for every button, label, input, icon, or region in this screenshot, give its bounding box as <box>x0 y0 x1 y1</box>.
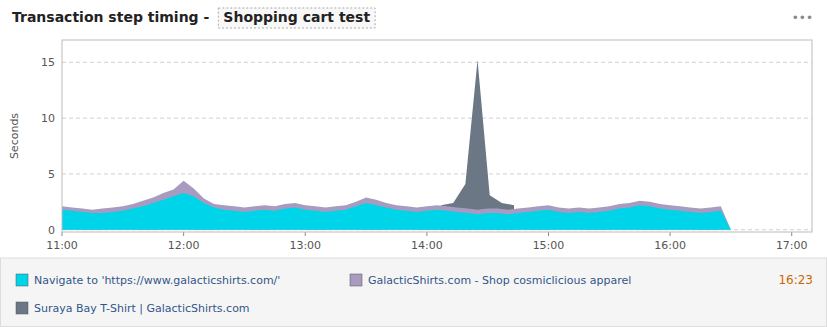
area-series <box>441 60 514 230</box>
x-tick-label: 15:00 <box>533 239 565 252</box>
y-tick-label: 10 <box>41 112 55 125</box>
grid-line <box>62 173 812 174</box>
y-tick-label: 15 <box>41 56 55 69</box>
x-tick <box>305 232 306 236</box>
legend-label: GalacticShirts.com - Shop cosmiclicious … <box>368 274 631 287</box>
legend-label: Navigate to 'https://www.galacticshirts.… <box>34 274 280 287</box>
legend-label: Suraya Bay T-Shirt | GalacticShirts.com <box>34 302 250 315</box>
x-tick <box>426 232 427 236</box>
area-series <box>62 193 731 230</box>
subtitle: Shopping cart test <box>223 9 370 25</box>
x-tick <box>791 232 792 236</box>
x-tick <box>548 232 549 236</box>
x-tick-label: 17:00 <box>776 239 808 252</box>
x-tick-label: 13:00 <box>289 239 321 252</box>
x-tick-label: 16:00 <box>654 239 686 252</box>
x-tick-label: 12:00 <box>168 239 200 252</box>
y-tick-label: 5 <box>48 168 55 181</box>
legend-swatch <box>350 274 362 286</box>
y-axis-label: Seconds <box>8 113 21 159</box>
x-tick <box>183 232 184 236</box>
chart: Transaction step timing - Shopping cart t… <box>0 0 827 327</box>
grid-line <box>62 62 812 63</box>
menu-dots: ••• <box>792 11 813 25</box>
x-tick <box>62 232 63 236</box>
legend-box <box>1 258 827 327</box>
plot-area <box>62 60 731 230</box>
title: Transaction step timing - <box>12 9 210 25</box>
grid-line <box>62 118 812 119</box>
timestamp: 16:23 <box>778 273 813 287</box>
x-tick-label: 14:00 <box>411 239 443 252</box>
x-tick <box>670 232 671 236</box>
x-tick-label: 11:00 <box>46 239 78 252</box>
legend-swatch <box>16 302 28 314</box>
y-tick-label: 0 <box>48 224 55 237</box>
subtitle-box <box>218 8 375 28</box>
area-series <box>62 181 731 230</box>
plot-frame <box>62 40 812 232</box>
legend-swatch <box>16 274 28 286</box>
